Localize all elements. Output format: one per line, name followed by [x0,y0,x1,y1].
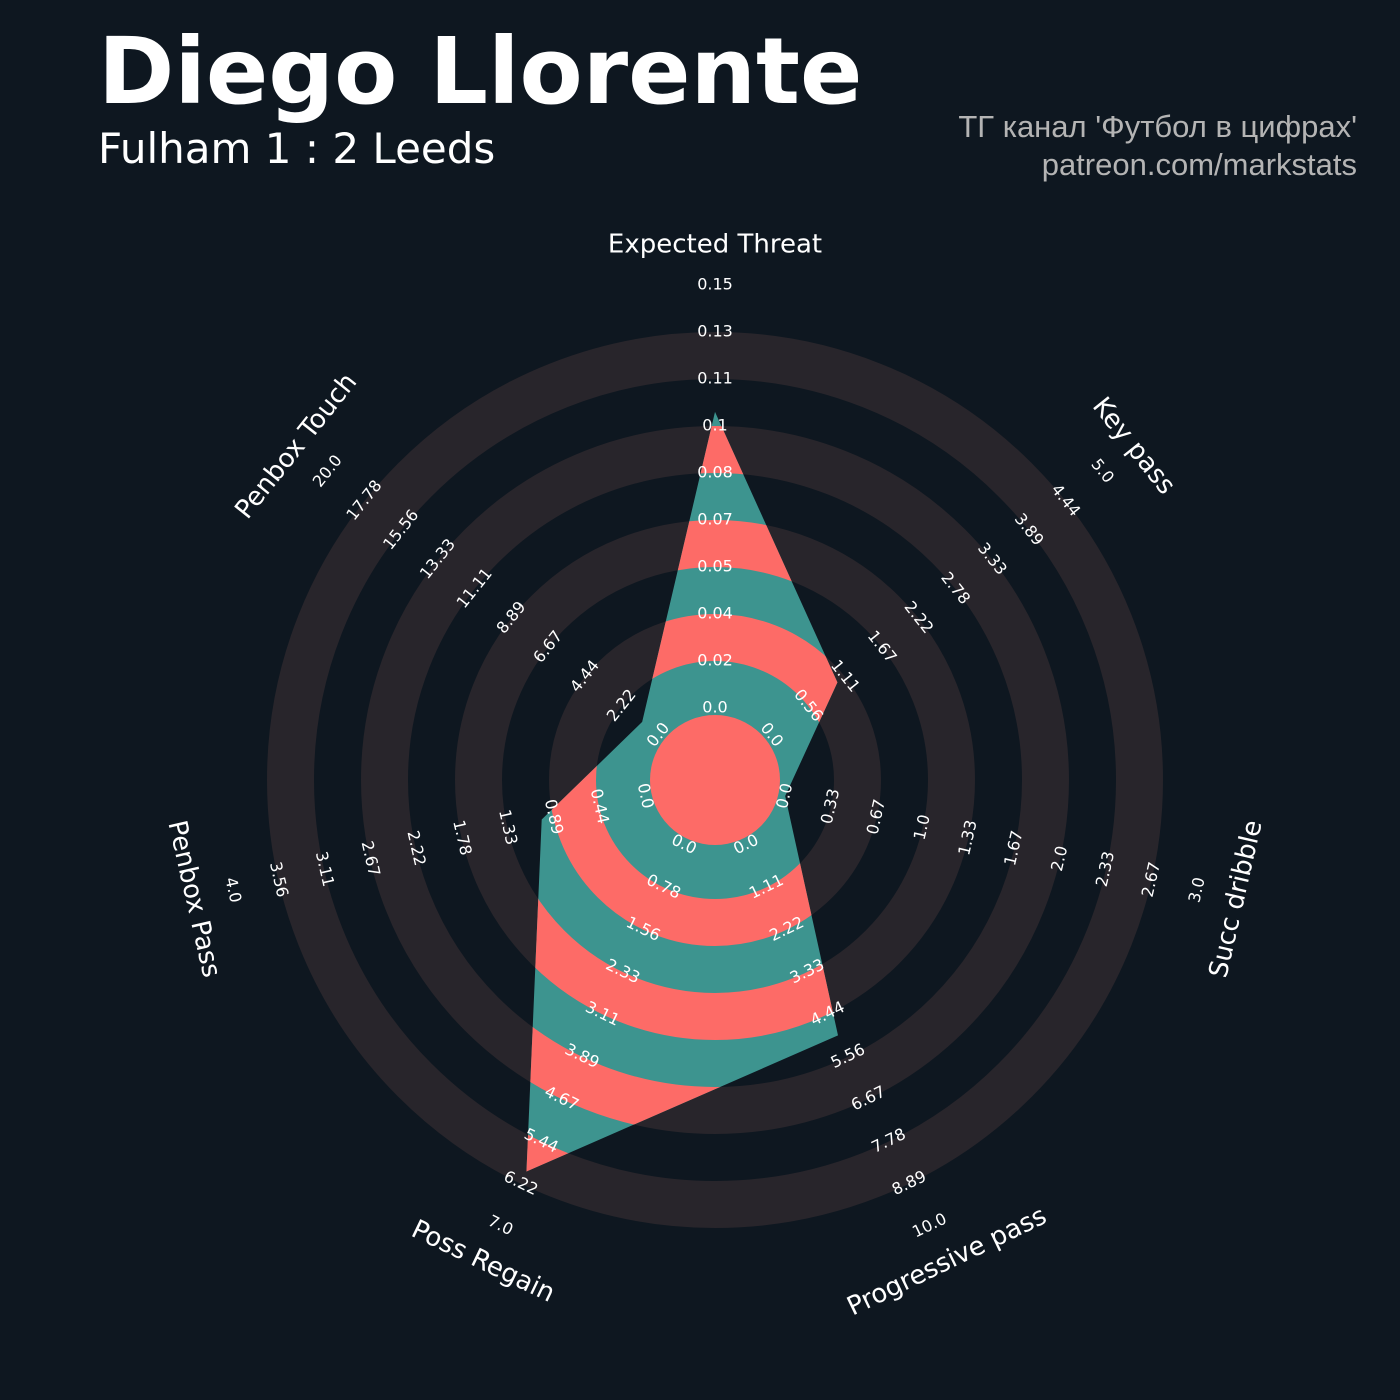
center-circle [650,715,780,845]
tick-label: 0.02 [697,651,733,670]
tick-label: 0.08 [697,463,733,482]
tick-label: 0.15 [697,275,733,294]
param-label: Expected Threat [608,230,822,260]
tick-label: 0.07 [697,510,733,529]
credit: ТГ канал 'Футбол в цифрах' [958,109,1357,144]
tick-label: 0.1 [702,416,727,435]
ring [267,332,1163,1228]
chart-subtitle: Fulham 1 : 2 Leeds [98,124,495,173]
tick-label: 0.05 [697,557,733,576]
tick-label: 0.04 [697,604,733,623]
chart-title: Diego Llorente [98,18,862,125]
band [526,520,839,1040]
credit: patreon.com/markstats [1042,147,1357,182]
tick-label: 0.0 [702,698,727,717]
tick-label: 0.11 [697,369,733,388]
tick-label: 0.13 [697,322,733,341]
